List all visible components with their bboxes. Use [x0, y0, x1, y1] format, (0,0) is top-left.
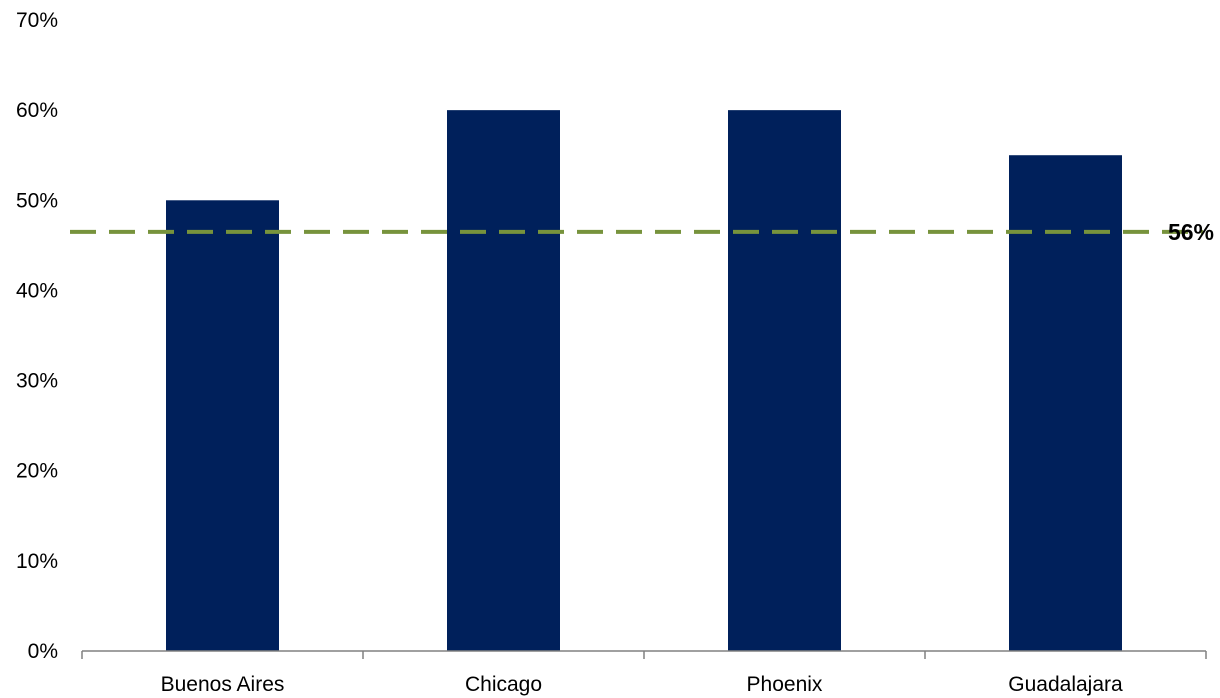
y-tick-label: 60% [16, 99, 58, 122]
reference-line-group: 56% [70, 219, 1214, 245]
bar [1009, 155, 1122, 651]
y-tick-label: 10% [16, 550, 58, 573]
x-tick-label: Guadalajara [1008, 673, 1123, 696]
y-tick-label: 0% [28, 640, 58, 663]
x-axis: Buenos Aires Chicago Phoenix Guadalajara [81, 650, 1207, 696]
y-axis-ticks: 0% 10% 20% 30% 40% 50% 60% 70% [16, 9, 58, 663]
x-tick-label: Phoenix [747, 673, 823, 696]
y-tick-label: 50% [16, 189, 58, 212]
x-tick-label: Chicago [465, 673, 542, 696]
y-tick-label: 20% [16, 460, 58, 483]
y-tick-label: 40% [16, 279, 58, 302]
y-tick-label: 70% [16, 9, 58, 32]
bars [166, 110, 1122, 652]
bar [166, 200, 279, 652]
reference-line-label: 56% [1168, 219, 1214, 245]
y-tick-label: 30% [16, 370, 58, 393]
bar [728, 110, 841, 651]
bar [447, 110, 560, 651]
x-tick-label: Buenos Aires [161, 673, 285, 696]
